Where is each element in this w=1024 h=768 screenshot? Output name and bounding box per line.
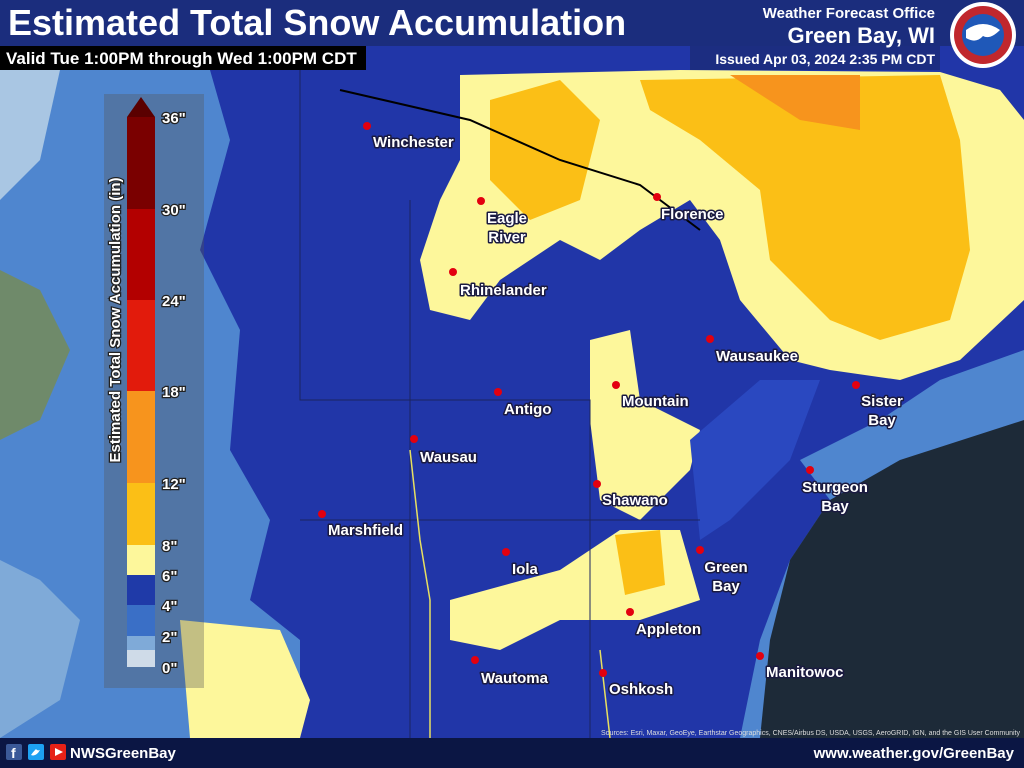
city-marker — [653, 193, 661, 201]
legend-tick-label: 8" — [162, 538, 177, 555]
city-marker — [626, 608, 634, 616]
issued: Issued Apr 03, 2024 2:35 PM CDT — [715, 51, 935, 67]
svg-text:f: f — [11, 745, 16, 761]
land — [0, 270, 70, 440]
trace-area — [0, 70, 60, 200]
city-label: Eagle — [487, 210, 527, 227]
legend-swatch — [127, 575, 155, 605]
state-border — [339, 89, 701, 231]
city-marker — [612, 381, 620, 389]
lake-michigan — [760, 420, 1024, 738]
city-marker — [852, 381, 860, 389]
header-bar — [0, 0, 1024, 46]
city-marker — [477, 197, 485, 205]
legend-tick-label: 6" — [162, 568, 177, 585]
legend-tick-label: 24" — [162, 293, 186, 310]
legend-tick-label: 30" — [162, 202, 186, 219]
nws-logo — [950, 2, 1016, 68]
city-label: Wausaukee — [716, 348, 798, 365]
city-marker — [318, 510, 326, 518]
city-label: Sturgeon — [802, 479, 868, 496]
city-label: Appleton — [636, 621, 701, 638]
website: www.weather.gov/GreenBay — [813, 745, 1015, 762]
city-label: Bay — [821, 498, 849, 515]
city-label: Wautoma — [481, 670, 549, 687]
city-label: Marshfield — [328, 522, 403, 539]
city-label: Winchester — [373, 134, 454, 151]
city-label: Sister — [861, 393, 903, 410]
moderate-snow-area — [590, 330, 700, 520]
city-label: Wausau — [420, 449, 477, 466]
title: Estimated Total Snow Accumulation — [8, 2, 626, 43]
city-label: Bay — [712, 578, 740, 595]
legend-tick-label: 0" — [162, 660, 177, 677]
city-label: River — [488, 229, 526, 246]
city-marker — [502, 548, 510, 556]
city-marker — [706, 335, 714, 343]
city-marker — [806, 466, 814, 474]
office: Green Bay, WI — [787, 23, 935, 48]
legend-title: Estimated Total Snow Accumulation (in) — [107, 177, 124, 462]
city-marker — [449, 268, 457, 276]
city-marker — [494, 388, 502, 396]
social-handle: NWSGreenBay — [70, 745, 177, 762]
legend-tick-label: 12" — [162, 476, 186, 493]
city-marker — [471, 656, 479, 664]
city-marker — [593, 480, 601, 488]
legend-swatch — [127, 545, 155, 575]
subtitle-bar — [0, 46, 366, 70]
legend-arrow — [127, 97, 155, 117]
trace-area — [0, 560, 80, 738]
subtitle: Valid Tue 1:00PM through Wed 1:00PM CDT — [6, 49, 357, 68]
legend-swatch — [127, 650, 155, 667]
moderate-snow-area — [180, 620, 310, 738]
city-label: Rhinelander — [460, 282, 547, 299]
heavier-snow-area — [730, 75, 860, 130]
legend-tick-label: 2" — [162, 629, 177, 646]
legend-swatch — [127, 391, 155, 483]
social-icons: f — [6, 744, 66, 761]
city-marker — [363, 122, 371, 130]
city-marker — [410, 435, 418, 443]
footer-bar — [0, 738, 1024, 768]
highways — [409, 449, 611, 739]
legend-swatch — [127, 483, 155, 545]
city-label: Florence — [661, 206, 724, 223]
city-label: Antigo — [504, 401, 551, 418]
city-marker — [756, 652, 764, 660]
county-lines — [299, 70, 700, 738]
city-label: Mountain — [622, 393, 689, 410]
issued-bar — [690, 46, 940, 70]
legend-swatch — [127, 605, 155, 636]
heavy-snow-area — [490, 80, 600, 220]
legend-tick-label: 18" — [162, 384, 186, 401]
office-line: Weather Forecast Office — [763, 5, 935, 22]
legend-tick-label: 4" — [162, 598, 177, 615]
city-label: Manitowoc — [766, 664, 844, 681]
heavy-snow-area — [615, 530, 665, 595]
source-credit: Sources: Esri, Maxar, GeoEye, Earthstar … — [601, 730, 1020, 737]
legend-tick-label: 36" — [162, 110, 186, 127]
city-label: Iola — [512, 561, 538, 578]
heavy-snow-area — [640, 75, 970, 340]
legend-swatch — [127, 117, 155, 209]
city-marker — [696, 546, 704, 554]
city-label: Bay — [868, 412, 896, 429]
legend-swatch — [127, 209, 155, 300]
legend-bar — [127, 97, 155, 667]
city-marker — [599, 669, 607, 677]
city-label: Shawano — [602, 492, 668, 509]
green-bay-water — [690, 380, 820, 540]
legend-swatch — [127, 300, 155, 391]
city-label: Green — [704, 559, 747, 576]
city-label: Oshkosh — [609, 681, 673, 698]
